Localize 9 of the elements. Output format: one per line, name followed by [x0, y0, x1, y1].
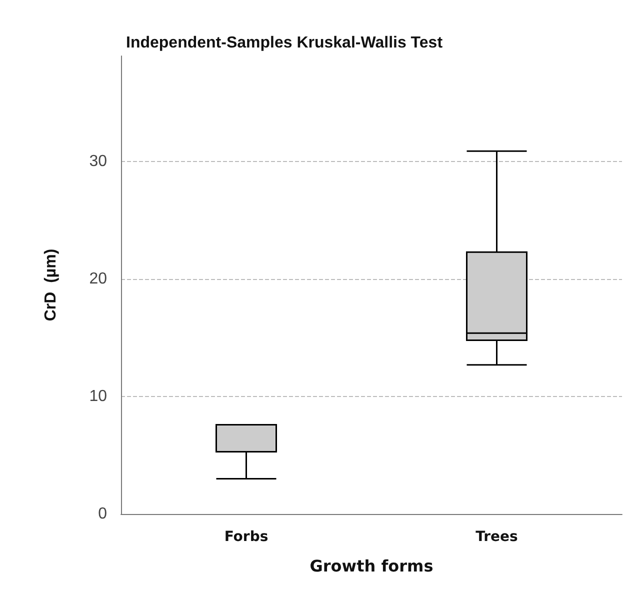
- y-tick-label: 30: [89, 153, 108, 170]
- y-axis-title: CrD (µm): [42, 248, 60, 322]
- x-tick-label: Trees: [476, 529, 518, 545]
- y-tick-label: 20: [89, 270, 108, 288]
- y-tick-label: 0: [98, 506, 108, 522]
- chart-title: Independent-Samples Kruskal-Wallis Test: [126, 34, 444, 52]
- x-axis-title: Growth forms: [310, 556, 434, 576]
- y-tick-label: 10: [89, 388, 108, 406]
- x-tick-label: Forbs: [224, 529, 268, 545]
